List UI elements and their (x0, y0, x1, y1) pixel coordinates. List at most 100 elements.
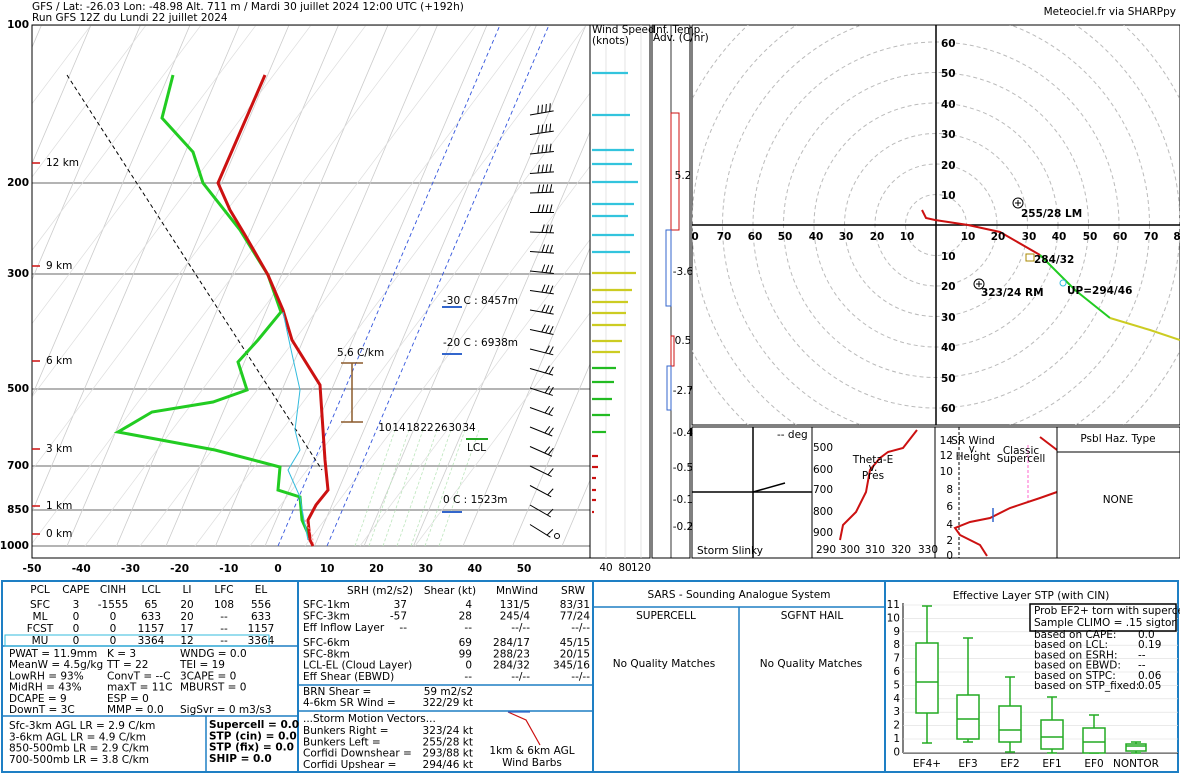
label: 12 (180, 635, 193, 647)
label: 284/32 (1034, 254, 1074, 266)
label: LCL (141, 584, 160, 596)
box (998, 705, 1022, 743)
label: 1 (893, 733, 900, 745)
label: 18 (406, 422, 419, 434)
line (549, 123, 552, 132)
label: TT = 22 (106, 659, 148, 671)
label: 45/15 (560, 637, 590, 649)
label: 10 (941, 190, 956, 202)
wind-barb (529, 304, 554, 315)
label: EF2 (1000, 758, 1019, 770)
label: SHIP = 0.0 (209, 753, 272, 765)
line (537, 164, 540, 174)
line (396, 429, 438, 547)
label: based on EBWD: (1034, 660, 1121, 672)
label: Effective Layer STP (with CIN) (953, 590, 1110, 602)
line (541, 284, 546, 293)
label: 10 (378, 422, 391, 434)
line (529, 407, 553, 417)
label: 20 (941, 281, 956, 293)
label: 3 (893, 706, 900, 718)
label: 3 (73, 599, 80, 611)
barb-calm (554, 533, 560, 539)
line (359, 239, 590, 547)
label: 200 (7, 177, 29, 189)
label: GFS / Lat: -26.03 Lon: -48.98 Alt. 711 m… (32, 1, 464, 13)
wind-barb (529, 405, 554, 417)
line (547, 488, 554, 496)
label: 4 (893, 693, 900, 705)
label: 40 (1052, 231, 1067, 243)
label: EF1 (1042, 758, 1061, 770)
line (541, 244, 545, 253)
label: 100 (7, 19, 29, 31)
label: 294/46 kt (423, 759, 473, 771)
label: Height (956, 451, 991, 463)
label: TEI = 19 (179, 659, 225, 671)
line (548, 427, 554, 435)
line (544, 405, 551, 414)
label: 0 (110, 611, 117, 623)
box (670, 335, 675, 367)
label: EF0 (1084, 758, 1103, 770)
line (549, 103, 551, 112)
line (382, 429, 424, 547)
label: MidRH = 43% (9, 682, 82, 694)
line (549, 305, 554, 314)
line (32, 25, 367, 471)
line (541, 264, 546, 273)
line (549, 143, 552, 152)
wind-barb (529, 485, 554, 498)
label: 65 (144, 599, 157, 611)
label: 40 (941, 99, 956, 111)
curve (1039, 436, 1058, 451)
label: 50 (778, 231, 793, 243)
line (529, 191, 555, 194)
label: --/-- (511, 622, 530, 634)
line (545, 164, 548, 173)
label: (knots) (592, 35, 629, 47)
label: 284/17 (493, 637, 530, 649)
line (66, 74, 323, 471)
label: 8 (946, 484, 953, 496)
label: STP (fix) = 0.0 (209, 742, 294, 754)
line (537, 184, 541, 193)
label: SRH (m2/s2) (347, 585, 413, 597)
label: Prob EF2+ torn with supercell (1034, 605, 1180, 617)
box (1040, 719, 1064, 750)
line (32, 25, 147, 178)
line (32, 25, 202, 251)
label: 0 (73, 623, 80, 635)
line (545, 325, 550, 334)
label: Wind Barbs (502, 757, 562, 769)
label: Wind Speed (592, 24, 655, 36)
curve (921, 209, 1041, 256)
label: 4 (946, 519, 953, 531)
label: MeanW = 4.5g/kg (9, 659, 103, 671)
label: WNDG = 0.0 (180, 648, 247, 660)
label: Corfidi Upshear = (303, 759, 396, 771)
label: SRW (561, 585, 586, 597)
line (529, 524, 551, 538)
wind-barb (529, 163, 554, 174)
label: Bunkers Left = (303, 736, 381, 748)
label: 10 (940, 466, 953, 478)
label: 0.5 (675, 335, 692, 347)
line (32, 25, 240, 513)
line (529, 110, 554, 116)
curve (216, 74, 330, 547)
label: 0 (946, 550, 953, 562)
label: CINH (100, 584, 126, 596)
line (529, 485, 552, 498)
label: based on STPC: (1034, 670, 1116, 682)
wind-barb (529, 224, 555, 234)
curve (507, 711, 541, 746)
box (670, 112, 680, 231)
label: SFC-1km (303, 599, 350, 611)
label: EF4+ (913, 758, 941, 770)
label: 20/15 (560, 648, 590, 660)
label: Adv. (C/hr) (653, 32, 709, 44)
line (194, 25, 587, 547)
label: 60 (1113, 231, 1128, 243)
